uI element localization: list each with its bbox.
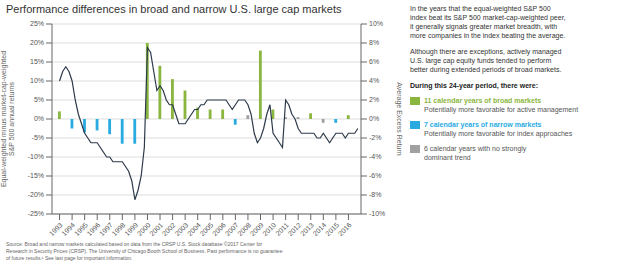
svg-text:2013: 2013 bbox=[299, 221, 315, 237]
svg-text:25%: 25% bbox=[30, 20, 44, 27]
svg-text:2011: 2011 bbox=[274, 221, 290, 237]
svg-text:2%: 2% bbox=[369, 96, 379, 103]
svg-text:Equal-weighted minus market-ca: Equal-weighted minus market-cap-weighted… bbox=[8, 51, 15, 187]
svg-text:1994: 1994 bbox=[60, 221, 76, 237]
html-text:Source: Broad and narrow marke: Source: Broad and narrow markets calcula… bbox=[6, 241, 283, 261]
svg-text:2009: 2009 bbox=[249, 221, 265, 237]
svg-text:2015: 2015 bbox=[324, 221, 340, 237]
svg-text:1998: 1998 bbox=[111, 221, 127, 237]
svg-text:1999: 1999 bbox=[123, 221, 139, 237]
svg-text:-4%: -4% bbox=[369, 153, 381, 160]
svg-text:1995: 1995 bbox=[73, 221, 89, 237]
svg-text:2003: 2003 bbox=[173, 221, 189, 237]
svg-text:-20%: -20% bbox=[28, 191, 44, 198]
html-text:6 calendar years with no stron: 6 calendar years with no strongly domina… bbox=[424, 145, 527, 161]
svg-text:2014: 2014 bbox=[312, 221, 328, 237]
svg-text:-6%: -6% bbox=[369, 172, 381, 179]
svg-text:Average Excess Return: Average Excess Return bbox=[395, 82, 403, 156]
svg-text:2016: 2016 bbox=[337, 221, 353, 237]
svg-text:-2%: -2% bbox=[369, 134, 381, 141]
svg-text:-10%: -10% bbox=[369, 210, 385, 217]
svg-text:1997: 1997 bbox=[98, 221, 114, 237]
svg-text:2001: 2001 bbox=[148, 221, 164, 237]
svg-text:2008: 2008 bbox=[236, 221, 252, 237]
svg-text:0%: 0% bbox=[369, 115, 379, 122]
html-text:7 calendar years of narrow mar: 7 calendar years of narrow markets bbox=[424, 121, 542, 128]
svg-text:1993: 1993 bbox=[48, 221, 64, 237]
svg-text:-15%: -15% bbox=[28, 172, 44, 179]
svg-text:10%: 10% bbox=[369, 20, 383, 27]
html-text:Although there are exceptions,: Although there are exceptions, actively … bbox=[410, 48, 562, 73]
svg-text:2002: 2002 bbox=[161, 221, 177, 237]
svg-text:2000: 2000 bbox=[136, 221, 152, 237]
html-text:During this 24-year period, th: During this 24-year period, there were: bbox=[410, 82, 538, 89]
html-text:In the years that the equal-we: In the years that the equal-weighted S&P… bbox=[410, 5, 566, 39]
svg-text:-5%: -5% bbox=[32, 134, 44, 141]
svg-text:1996: 1996 bbox=[85, 221, 101, 237]
svg-text:2004: 2004 bbox=[186, 221, 202, 237]
html-text:Potentially more favorable for: Potentially more favorable for index app… bbox=[424, 130, 573, 137]
svg-text:20%: 20% bbox=[30, 39, 44, 46]
svg-text:10%: 10% bbox=[30, 77, 44, 84]
svg-text:2010: 2010 bbox=[261, 221, 277, 237]
html-text:Potentially more favorable for: Potentially more favorable for active ma… bbox=[424, 106, 579, 113]
svg-text:4%: 4% bbox=[369, 77, 379, 84]
svg-text:2006: 2006 bbox=[211, 221, 227, 237]
svg-text:0%: 0% bbox=[34, 115, 44, 122]
svg-text:2012: 2012 bbox=[286, 221, 302, 237]
svg-text:2007: 2007 bbox=[224, 221, 240, 237]
svg-text:5%: 5% bbox=[34, 96, 44, 103]
svg-text:6%: 6% bbox=[369, 58, 379, 65]
svg-text:2005: 2005 bbox=[199, 221, 215, 237]
svg-text:15%: 15% bbox=[30, 58, 44, 65]
html-text:Performance differences in bro: Performance differences in broad and nar… bbox=[6, 3, 342, 15]
svg-text:-10%: -10% bbox=[28, 153, 44, 160]
svg-text:-25%: -25% bbox=[28, 210, 44, 217]
html-text:11 calendar years of broad mar: 11 calendar years of broad markets bbox=[424, 97, 542, 104]
svg-text:-8%: -8% bbox=[369, 191, 381, 198]
svg-text:8%: 8% bbox=[369, 39, 379, 46]
